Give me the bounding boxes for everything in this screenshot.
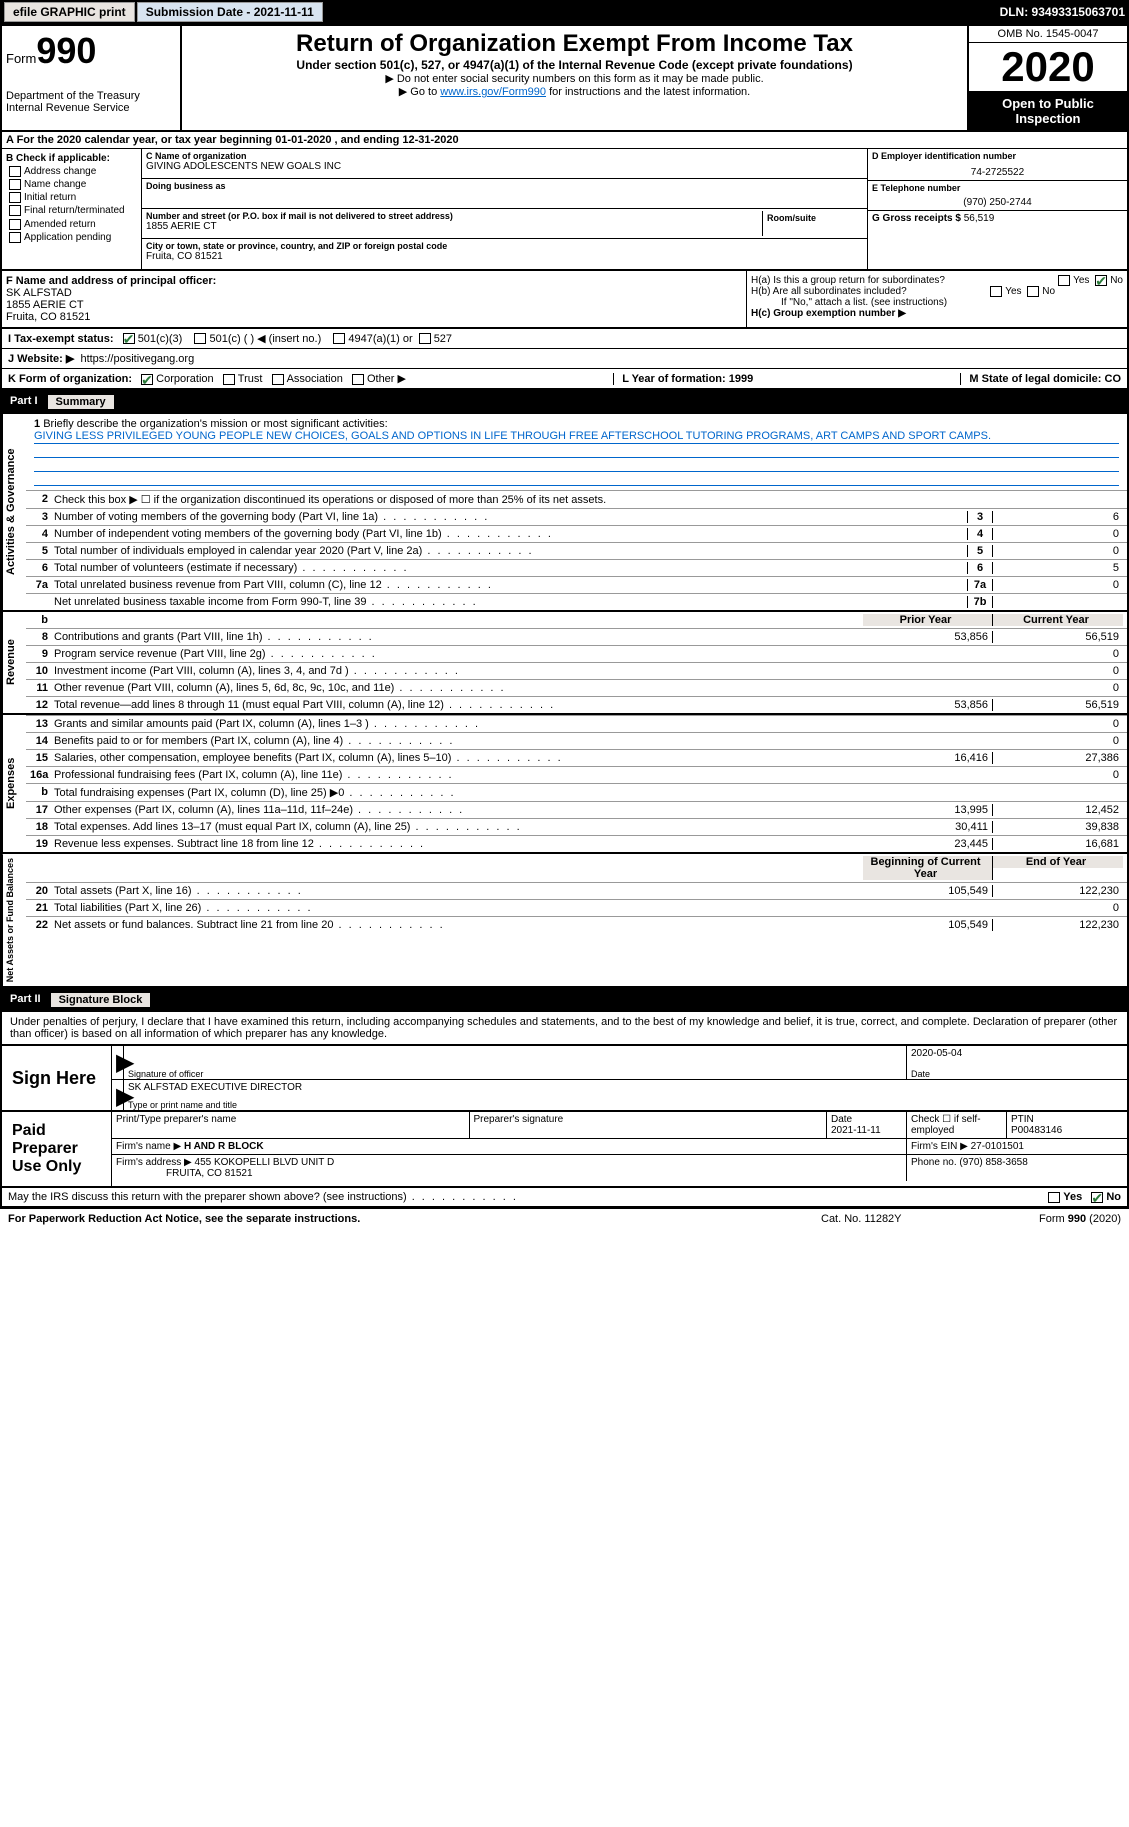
cb-assoc[interactable]: [272, 374, 284, 385]
gov-line-5: Net unrelated business taxable income fr…: [26, 593, 1127, 610]
section-f-officer: F Name and address of principal officer:…: [2, 271, 747, 327]
form-header: Form990 Department of the Treasury Inter…: [0, 24, 1129, 132]
omb-number: OMB No. 1545-0047: [969, 26, 1127, 43]
header-grid-2: F Name and address of principal officer:…: [0, 271, 1129, 329]
cb-501c3[interactable]: [123, 333, 135, 344]
fin-line-14: 14Benefits paid to or for members (Part …: [26, 732, 1127, 749]
gov-line-4: 4Number of independent voting members of…: [26, 525, 1127, 542]
tab-expenses: Expenses: [2, 715, 26, 852]
row-k-l: K Form of organization: Corporation Trus…: [0, 369, 1129, 390]
penalty-declaration: Under penalties of perjury, I declare th…: [0, 1012, 1129, 1044]
fin-line-20: 20Total assets (Part X, line 16) 105,549…: [26, 882, 1127, 899]
fin-line-17: 17Other expenses (Part IX, column (A), l…: [26, 801, 1127, 818]
gov-line-7a: 7aTotal unrelated business revenue from …: [26, 576, 1127, 593]
section-c-street: Number and street (or P.O. box if mail i…: [142, 209, 867, 239]
paid-preparer-block: Paid Preparer Use Only Print/Type prepar…: [0, 1112, 1129, 1188]
row-i-tax-exempt: I Tax-exempt status: 501(c)(3) 501(c) ( …: [0, 329, 1129, 349]
form-number: 990: [36, 30, 96, 71]
gov-line-6: 6Total number of volunteers (estimate if…: [26, 559, 1127, 576]
fin-line-18: 18Total expenses. Add lines 13–17 (must …: [26, 818, 1127, 835]
tab-revenue: Revenue: [2, 612, 26, 713]
fin-line-16a: 16aProfessional fundraising fees (Part I…: [26, 766, 1127, 783]
dept-treasury: Department of the Treasury Internal Reve…: [6, 90, 176, 114]
fin-line-10: 10Investment income (Part VIII, column (…: [26, 662, 1127, 679]
cb-other[interactable]: [352, 374, 364, 385]
na-header-row: Beginning of Current YearEnd of Year: [26, 854, 1127, 882]
fin-line-22: 22Net assets or fund balances. Subtract …: [26, 916, 1127, 933]
cb-4947[interactable]: [333, 333, 345, 344]
submission-date-button[interactable]: Submission Date - 2021-11-11: [137, 2, 323, 22]
sign-here-block: Sign Here ▶ Signature of officer 2020-05…: [0, 1044, 1129, 1112]
sign-arrow-icon: ▶: [112, 1080, 124, 1110]
cb-name-change[interactable]: Name change: [6, 179, 137, 190]
section-e-phone: E Telephone number (970) 250-2744: [868, 181, 1127, 211]
cb-trust[interactable]: [223, 374, 235, 385]
header-details-grid: B Check if applicable: Address change Na…: [0, 149, 1129, 271]
fin-line-21: 21Total liabilities (Part X, line 26) 0: [26, 899, 1127, 916]
page-footer: For Paperwork Reduction Act Notice, see …: [0, 1208, 1129, 1229]
part1-header: Part I Summary: [0, 390, 1129, 414]
efile-print-button[interactable]: efile GRAPHIC print: [4, 2, 135, 22]
rev-header-row: bPrior YearCurrent Year: [26, 612, 1127, 628]
gov-line-5: 5Total number of individuals employed in…: [26, 542, 1127, 559]
fin-line-13: 13Grants and similar amounts paid (Part …: [26, 715, 1127, 732]
tab-net-assets: Net Assets or Fund Balances: [2, 854, 26, 986]
fin-line-11: 11Other revenue (Part VIII, column (A), …: [26, 679, 1127, 696]
section-g-receipts: G Gross receipts $ 56,519: [868, 211, 1127, 241]
part2-header: Part II Signature Block: [0, 988, 1129, 1012]
fin-line-15: 15Salaries, other compensation, employee…: [26, 749, 1127, 766]
cb-app-pending[interactable]: Application pending: [6, 232, 137, 243]
part1-body: Activities & Governance 1 Briefly descri…: [0, 414, 1129, 988]
form-prefix: Form: [6, 51, 36, 66]
paid-preparer-label: Paid Preparer Use Only: [2, 1112, 112, 1186]
line-1-mission: 1 Briefly describe the organization's mi…: [26, 414, 1127, 490]
fin-line-8: 8Contributions and grants (Part VIII, li…: [26, 628, 1127, 645]
cb-527[interactable]: [419, 333, 431, 344]
section-b-checkboxes: B Check if applicable: Address change Na…: [2, 149, 142, 269]
sign-arrow-icon: ▶: [112, 1046, 124, 1079]
cb-initial-return[interactable]: Initial return: [6, 192, 137, 203]
tax-year: 2020: [969, 43, 1127, 92]
section-c-city: City or town, state or province, country…: [142, 239, 867, 269]
section-d-ein: D Employer identification number 74-2725…: [868, 149, 1127, 181]
irs-link[interactable]: www.irs.gov/Form990: [440, 86, 546, 98]
section-c-dba: Doing business as: [142, 179, 867, 209]
fin-line-19: 19Revenue less expenses. Subtract line 1…: [26, 835, 1127, 852]
form-title: Return of Organization Exempt From Incom…: [186, 30, 963, 58]
cb-final-return[interactable]: Final return/terminated: [6, 205, 137, 216]
tab-governance: Activities & Governance: [2, 414, 26, 610]
cb-amended-return[interactable]: Amended return: [6, 219, 137, 230]
irs-discuss-row: May the IRS discuss this return with the…: [0, 1188, 1129, 1208]
sign-here-label: Sign Here: [2, 1046, 112, 1110]
fin-line-9: 9Program service revenue (Part VIII, lin…: [26, 645, 1127, 662]
section-h: H(a) Is this a group return for subordin…: [747, 271, 1127, 327]
cb-corp[interactable]: [141, 374, 153, 385]
row-j-website: J Website: ▶ https://positivegang.org: [0, 349, 1129, 369]
fin-line-12: 12Total revenue—add lines 8 through 11 (…: [26, 696, 1127, 713]
gov-line-3: 3Number of voting members of the governi…: [26, 508, 1127, 525]
fin-line-b: bTotal fundraising expenses (Part IX, co…: [26, 783, 1127, 801]
row-a-tax-year: A For the 2020 calendar year, or tax yea…: [0, 132, 1129, 149]
cb-501c[interactable]: [194, 333, 206, 344]
section-c-name: C Name of organization GIVING ADOLESCENT…: [142, 149, 867, 179]
cb-address-change[interactable]: Address change: [6, 166, 137, 177]
open-public-inspection: Open to Public Inspection: [969, 92, 1127, 130]
form-subtitle: Under section 501(c), 527, or 4947(a)(1)…: [186, 58, 963, 72]
line-2: 2Check this box ▶ ☐ if the organization …: [26, 490, 1127, 508]
note-goto: ▶ Go to www.irs.gov/Form990 for instruct…: [186, 85, 963, 98]
top-bar: efile GRAPHIC print Submission Date - 20…: [0, 0, 1129, 24]
note-ssn: ▶ Do not enter social security numbers o…: [186, 72, 963, 85]
dln-label: DLN: 93493315063701: [1000, 5, 1125, 19]
